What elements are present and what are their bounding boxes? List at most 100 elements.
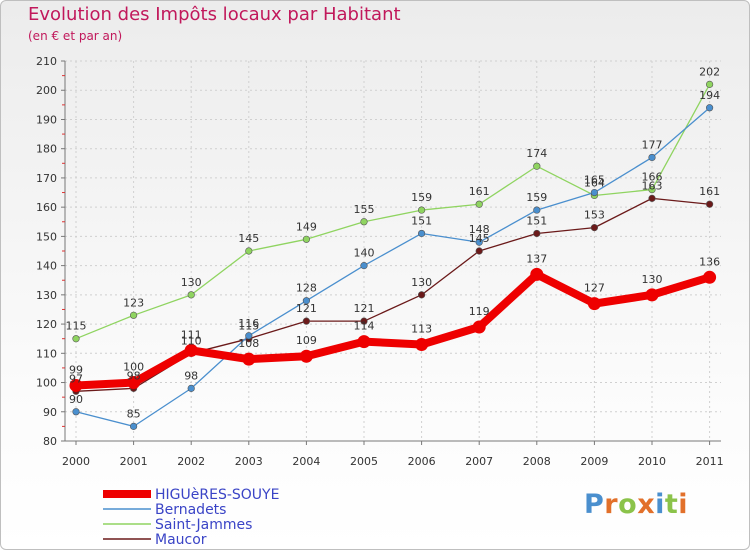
data-label-higu-res-souye-2008: 137	[526, 252, 547, 265]
data-point-maucor-2010	[648, 194, 656, 202]
logo-letter: x	[637, 489, 656, 520]
data-point-higu-res-souye-2009	[587, 297, 601, 311]
data-label-bernadets-2002: 98	[184, 369, 198, 382]
data-label-higu-res-souye-2003: 108	[238, 337, 259, 350]
y-tick-label-110: 110	[36, 347, 57, 360]
x-tick-label-2006: 2006	[408, 455, 436, 468]
data-label-higu-res-souye-2001: 100	[123, 361, 144, 374]
data-label-maucor-2000: 97	[69, 372, 83, 385]
data-label-saint-jammes-2002: 130	[181, 276, 202, 289]
data-point-saint-jammes-2011	[705, 80, 714, 88]
x-tick-label-2010: 2010	[638, 455, 666, 468]
data-point-saint-jammes-2000	[72, 335, 80, 343]
data-point-maucor-2008	[533, 229, 541, 238]
data-point-bernadets-2002	[187, 384, 195, 392]
data-point-higu-res-souye-2005	[357, 335, 371, 349]
logo-letter: i	[678, 489, 689, 520]
data-label-maucor-2007: 145	[469, 232, 490, 245]
data-label-maucor-2006: 130	[411, 276, 432, 289]
data-point-bernadets-2008	[533, 206, 541, 214]
data-label-saint-jammes-2001: 123	[123, 296, 144, 309]
y-tick-label-80: 80	[43, 435, 57, 448]
data-label-saint-jammes-2011: 202	[699, 65, 720, 78]
data-point-maucor-2011	[705, 200, 714, 208]
data-point-bernadets-2005	[360, 262, 368, 270]
data-label-bernadets-2006: 151	[411, 214, 432, 227]
x-tick-label-2004: 2004	[292, 455, 320, 468]
x-tick-label-2002: 2002	[177, 455, 205, 468]
data-point-maucor-2005	[360, 317, 368, 325]
data-point-higu-res-souye-2001	[127, 376, 141, 390]
x-tick-label-2001: 2001	[120, 455, 148, 468]
data-point-bernadets-2001	[130, 422, 138, 430]
data-point-saint-jammes-2004	[302, 235, 311, 243]
data-label-maucor-2004: 121	[296, 302, 317, 315]
y-tick-label-120: 120	[36, 318, 57, 331]
data-point-higu-res-souye-2010	[645, 288, 659, 302]
data-label-maucor-2001: 98	[127, 369, 141, 382]
chart-title: Evolution des Impôts locaux par Habitant	[28, 4, 401, 25]
proxiti-logo: Proxiti	[584, 489, 688, 520]
y-tick-label-190: 190	[36, 113, 57, 126]
data-label-higu-res-souye-2002: 111	[181, 328, 202, 341]
data-point-bernadets-2007	[475, 238, 483, 246]
data-point-bernadets-2000	[72, 408, 80, 416]
data-point-saint-jammes-2010	[648, 186, 656, 194]
data-label-maucor-2010: 163	[642, 179, 663, 192]
data-label-saint-jammes-2008: 174	[526, 147, 547, 160]
data-point-saint-jammes-2006	[418, 206, 426, 214]
y-tick-label-160: 160	[36, 201, 57, 214]
data-label-maucor-2009: 153	[584, 209, 605, 222]
x-tick-label-2005: 2005	[350, 455, 378, 468]
data-label-saint-jammes-2005: 155	[354, 203, 375, 216]
y-tick-label-130: 130	[36, 289, 57, 302]
y-tick-label-200: 200	[36, 84, 57, 97]
y-tick-label-210: 210	[36, 55, 57, 68]
x-tick-label-2007: 2007	[465, 455, 493, 468]
data-point-maucor-2007	[475, 247, 483, 255]
data-point-maucor-2006	[418, 291, 426, 299]
y-tick-label-150: 150	[36, 230, 57, 243]
data-label-bernadets-2008: 159	[526, 191, 547, 204]
y-tick-label-170: 170	[36, 172, 57, 185]
data-point-saint-jammes-2005	[360, 218, 368, 226]
data-point-higu-res-souye-2006	[415, 338, 429, 352]
data-label-higu-res-souye-2006: 113	[411, 323, 432, 336]
data-point-higu-res-souye-2003	[242, 352, 256, 366]
data-label-higu-res-souye-2004: 109	[296, 334, 317, 347]
logo-letter: P	[584, 489, 605, 520]
data-point-bernadets-2004	[302, 297, 311, 305]
data-point-saint-jammes-2008	[533, 162, 541, 170]
chart-subtitle: (en € et par an)	[28, 29, 123, 43]
data-label-bernadets-2001: 85	[127, 407, 141, 420]
y-tick-label-140: 140	[36, 260, 57, 273]
data-point-higu-res-souye-2002	[184, 343, 198, 357]
data-point-bernadets-2006	[418, 229, 426, 238]
logo-letter: t	[664, 489, 679, 520]
data-label-maucor-2011: 161	[699, 185, 720, 198]
data-point-bernadets-2011	[705, 104, 714, 112]
x-tick-label-2000: 2000	[62, 455, 90, 468]
data-point-higu-res-souye-2007	[472, 320, 486, 334]
data-label-saint-jammes-2009: 164	[584, 176, 605, 189]
series-line-higu-res-souye	[72, 270, 714, 390]
data-label-maucor-2005: 121	[354, 302, 375, 315]
data-point-higu-res-souye-2008	[530, 267, 544, 281]
legend-label-saint-jammes: Saint-Jammes	[155, 517, 252, 533]
data-point-higu-res-souye-2004	[299, 349, 313, 363]
data-point-saint-jammes-2001	[130, 311, 138, 319]
data-point-bernadets-2010	[648, 153, 656, 162]
data-label-higu-res-souye-2010: 130	[642, 273, 663, 286]
data-label-saint-jammes-2010: 166	[642, 171, 663, 184]
x-tick-label-2008: 2008	[523, 455, 551, 468]
data-label-maucor-2003: 115	[238, 320, 259, 333]
data-label-maucor-2002: 110	[181, 334, 202, 347]
data-label-bernadets-2010: 177	[642, 138, 663, 151]
data-point-maucor-2004	[302, 317, 311, 325]
data-point-higu-res-souye-2011	[703, 270, 717, 284]
data-label-higu-res-souye-2011: 136	[699, 255, 720, 268]
x-tick-label-2011: 2011	[696, 455, 724, 468]
data-label-maucor-2008: 151	[526, 214, 547, 227]
